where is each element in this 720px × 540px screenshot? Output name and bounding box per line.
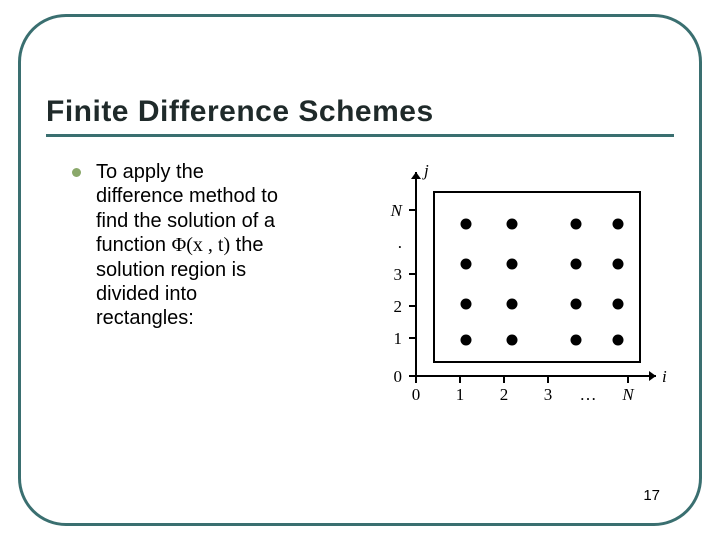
body-line: divided into (96, 283, 197, 305)
bullet-icon (72, 168, 81, 177)
svg-text:…: … (580, 385, 597, 404)
svg-text:1: 1 (394, 329, 403, 348)
svg-text:j: j (422, 161, 429, 180)
title-underline (46, 134, 674, 137)
svg-text:3: 3 (394, 265, 403, 284)
svg-text:0: 0 (412, 385, 421, 404)
body-line: the (230, 234, 263, 256)
body-line: find the solution of a (96, 210, 275, 232)
svg-text:2: 2 (500, 385, 509, 404)
svg-text:3: 3 (544, 385, 553, 404)
page-number: 17 (643, 487, 660, 504)
svg-text:0: 0 (394, 367, 403, 386)
slide: Finite Difference Schemes To apply the d… (0, 0, 720, 540)
grid-diagram: 0 1 2 3 … Ni 0 1 2 3. Nj (360, 160, 670, 420)
svg-text:2: 2 (394, 297, 403, 316)
body-line: function (96, 234, 172, 256)
body-line: rectangles: (96, 307, 194, 329)
svg-text:N: N (390, 201, 404, 220)
svg-text:.: . (398, 233, 402, 252)
phi-expression: Φ(x , t) (172, 234, 231, 256)
body-line: To apply the (96, 161, 204, 183)
svg-text:1: 1 (456, 385, 465, 404)
svg-text:i: i (662, 367, 667, 386)
slide-title: Finite Difference Schemes (46, 95, 434, 129)
body-text: To apply the difference method to find t… (96, 160, 338, 331)
body-line: solution region is (96, 259, 246, 281)
body-line: difference method to (96, 185, 278, 207)
svg-text:N: N (621, 385, 635, 404)
